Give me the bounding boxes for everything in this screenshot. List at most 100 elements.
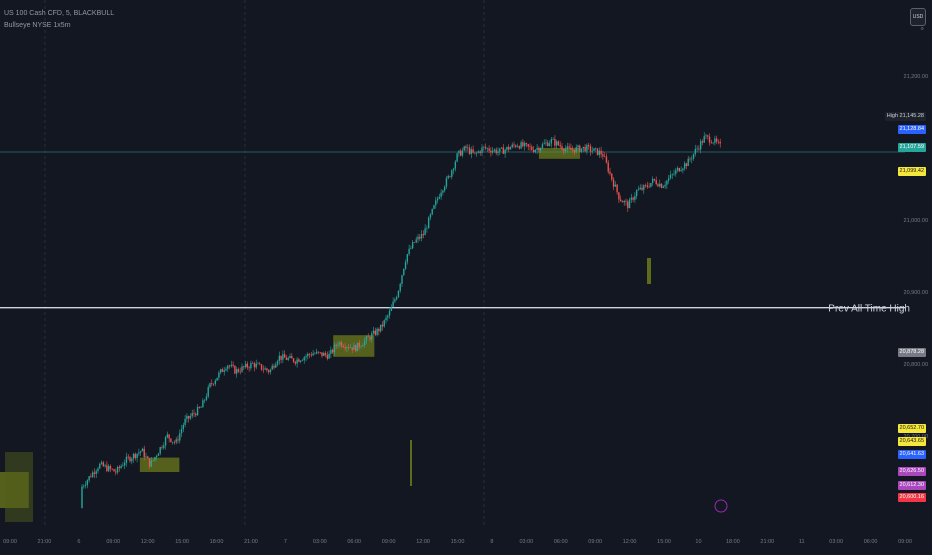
candle-body (443, 186, 446, 191)
candle-body (212, 383, 215, 385)
candle-body (575, 147, 577, 153)
candle-body (515, 145, 517, 147)
candle-body (347, 347, 350, 348)
candle-body (173, 441, 176, 443)
candle-body (554, 139, 556, 146)
candle-body (659, 183, 661, 187)
candle-body (251, 362, 254, 364)
candle-body (559, 144, 561, 147)
candle-body (148, 458, 151, 467)
candle-body (378, 328, 380, 332)
candle-body (595, 148, 597, 149)
x-tick-label: 21:00 (244, 539, 258, 545)
candle-body (666, 180, 668, 185)
candle-body (715, 138, 718, 142)
candle-body (415, 239, 417, 243)
candle-body (436, 198, 439, 201)
candle-body (655, 180, 657, 185)
price-tag-magenta: 20,612.30 (897, 481, 926, 490)
candle-body (219, 369, 222, 373)
candle-body (651, 178, 654, 183)
candle-body (619, 199, 622, 202)
candle-body (262, 369, 265, 371)
candle-body (116, 466, 119, 473)
candle-body (218, 372, 220, 378)
y-tick-label: 20,900.00 (904, 290, 928, 296)
candle-body (438, 196, 441, 199)
candle-body (682, 168, 684, 171)
candle-body (292, 358, 295, 362)
candle-body (243, 366, 245, 368)
candle-body (95, 471, 97, 474)
candle-body (168, 434, 170, 439)
candle-body (435, 200, 437, 206)
price-tag-magenta: 20,626.50 (897, 467, 926, 476)
candle-body (203, 399, 206, 401)
candle-body (171, 441, 174, 443)
candle-body (248, 367, 250, 369)
candle-body (308, 353, 311, 355)
candle-body (97, 468, 99, 472)
candle-body (532, 149, 535, 153)
candle-body (442, 190, 444, 193)
candle-body (289, 356, 291, 358)
candle-body (211, 383, 213, 384)
candle-body (166, 434, 169, 438)
candle-body (614, 184, 617, 187)
candle-body (676, 168, 679, 171)
candle-body (518, 146, 521, 149)
candle-body (502, 147, 505, 154)
candle-body (395, 297, 398, 300)
candle-body (648, 186, 650, 188)
candle-body (184, 418, 186, 425)
event-icon[interactable] (714, 499, 728, 513)
candle-body (84, 484, 87, 486)
candle-body (367, 336, 369, 337)
candle-body (621, 201, 624, 203)
candle-body (495, 149, 497, 154)
candle-body (111, 468, 113, 470)
candle-body (282, 354, 284, 360)
x-tick-label: 12:00 (141, 539, 155, 545)
candle-body (107, 466, 110, 472)
indicator-line[interactable]: Bullseye NYSE 1x5m (4, 22, 71, 29)
candle-body (580, 148, 583, 152)
candle-body (83, 485, 85, 487)
scale-settings-icon[interactable]: ⚙ (920, 26, 924, 31)
candle-body (283, 354, 286, 358)
candle-body (230, 364, 233, 367)
candle-body (141, 448, 144, 452)
candle-body (488, 148, 490, 151)
candle-body (330, 349, 332, 354)
candle-body (680, 170, 682, 172)
candle-body (545, 142, 547, 144)
symbol-line[interactable]: US 100 Cash CFD, 5, BLACKBULL (4, 10, 115, 17)
candle-body (198, 406, 201, 408)
y-tick-label: 21,000.00 (904, 218, 928, 224)
candle-body (571, 149, 574, 151)
candle-body (584, 146, 586, 152)
candle-body (586, 145, 588, 152)
candle-body (591, 150, 593, 152)
candle-body (335, 344, 337, 346)
candle-body (209, 383, 211, 388)
currency-button[interactable]: USD (910, 8, 926, 26)
candle-body (520, 142, 522, 149)
candle-body (312, 353, 314, 356)
candle-body (228, 365, 231, 367)
candle-body (202, 400, 204, 408)
candle-body (440, 192, 442, 197)
fvg-marker (647, 258, 651, 284)
candle-body (154, 457, 156, 461)
candle-body (497, 151, 499, 154)
candle-body (326, 354, 329, 359)
candle-body (315, 351, 318, 354)
candle-body (529, 146, 531, 148)
candle-body (189, 416, 192, 419)
candle-body (331, 349, 334, 353)
candle-body (582, 146, 585, 149)
x-tick-label: 8 (490, 539, 493, 545)
candle-body (708, 136, 711, 143)
